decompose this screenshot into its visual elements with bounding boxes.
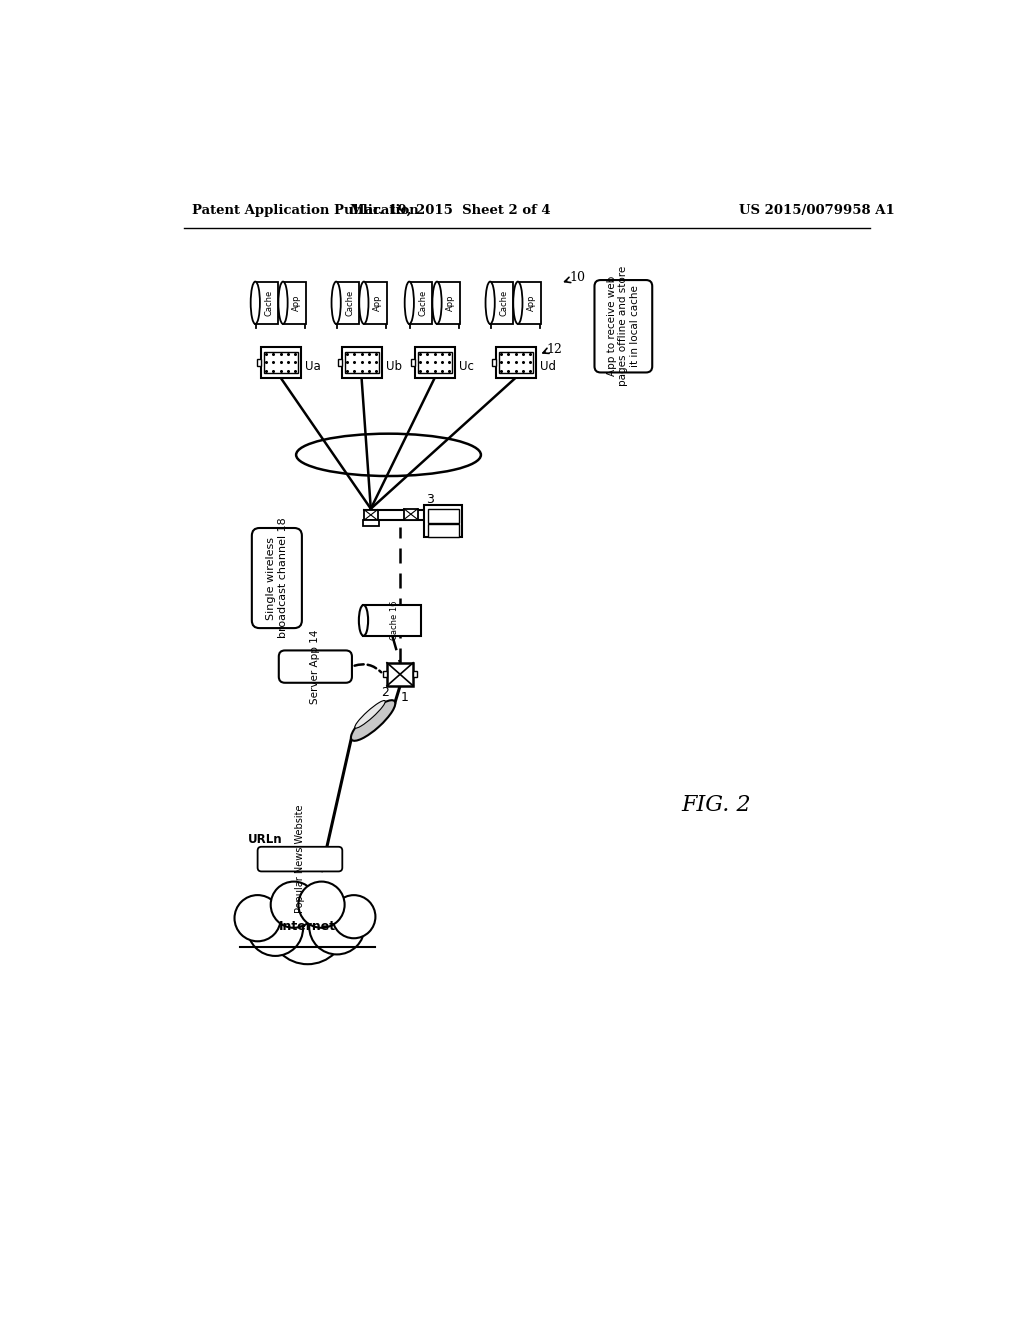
Text: 12: 12: [547, 343, 562, 356]
Bar: [338, 359, 342, 366]
Bar: [428, 524, 459, 537]
Bar: [437, 281, 460, 323]
Text: Cache 16: Cache 16: [390, 601, 399, 640]
Text: Mar. 19, 2015  Sheet 2 of 4: Mar. 19, 2015 Sheet 2 of 4: [350, 205, 551, 218]
FancyBboxPatch shape: [252, 528, 302, 628]
Ellipse shape: [358, 605, 368, 636]
Text: 10: 10: [569, 271, 586, 284]
FancyBboxPatch shape: [595, 280, 652, 372]
Text: FIG. 2: FIG. 2: [681, 795, 751, 816]
Text: App to receive web
pages offline and store
it in local cache: App to receive web pages offline and sto…: [607, 267, 640, 387]
Bar: [364, 605, 421, 636]
FancyBboxPatch shape: [279, 651, 352, 682]
Bar: [518, 281, 541, 323]
Bar: [490, 281, 513, 323]
Circle shape: [270, 882, 316, 928]
Ellipse shape: [513, 281, 522, 323]
Text: 3: 3: [426, 492, 434, 506]
Text: Internet: Internet: [280, 920, 336, 933]
Bar: [261, 347, 301, 378]
Bar: [383, 671, 387, 677]
Text: App: App: [446, 294, 456, 312]
Text: Ud: Ud: [541, 360, 556, 372]
Text: Single wireless
broadcast channel 18: Single wireless broadcast channel 18: [266, 517, 288, 639]
Ellipse shape: [279, 281, 288, 323]
Text: Patent Application Publication: Patent Application Publication: [193, 205, 419, 218]
Bar: [403, 508, 418, 520]
Bar: [387, 663, 413, 686]
Text: Cache: Cache: [264, 289, 273, 315]
FancyBboxPatch shape: [258, 847, 342, 871]
Text: Ub: Ub: [386, 360, 402, 372]
Bar: [364, 281, 387, 323]
Text: Cache: Cache: [419, 289, 428, 315]
Circle shape: [248, 900, 303, 956]
Ellipse shape: [359, 281, 369, 323]
Ellipse shape: [432, 281, 441, 323]
Text: Server App 14: Server App 14: [310, 630, 321, 704]
Bar: [496, 347, 536, 378]
Bar: [345, 351, 379, 374]
Bar: [257, 359, 261, 366]
Text: App: App: [293, 294, 301, 312]
Bar: [364, 510, 378, 520]
Bar: [492, 359, 496, 366]
Text: 1: 1: [400, 690, 409, 704]
Circle shape: [298, 882, 345, 928]
Ellipse shape: [404, 281, 414, 323]
Bar: [410, 281, 432, 323]
Ellipse shape: [251, 281, 260, 323]
Text: US 2015/0079958 A1: US 2015/0079958 A1: [739, 205, 895, 218]
Text: App: App: [373, 294, 382, 312]
Bar: [428, 508, 459, 523]
Bar: [415, 347, 455, 378]
Ellipse shape: [485, 281, 495, 323]
Bar: [413, 671, 417, 677]
Ellipse shape: [351, 700, 395, 741]
Bar: [411, 359, 415, 366]
Bar: [424, 506, 463, 537]
Ellipse shape: [332, 281, 341, 323]
Text: URLn: URLn: [248, 833, 283, 846]
Text: Uc: Uc: [460, 360, 474, 372]
Bar: [499, 351, 532, 374]
Text: Popular News Website: Popular News Website: [295, 805, 305, 913]
FancyArrowPatch shape: [354, 664, 381, 672]
Bar: [255, 281, 279, 323]
Circle shape: [309, 899, 365, 954]
Text: Ua: Ua: [305, 360, 322, 372]
Circle shape: [333, 895, 376, 939]
Bar: [418, 351, 452, 374]
Text: App: App: [527, 294, 537, 312]
Bar: [336, 281, 359, 323]
Bar: [264, 351, 298, 374]
Circle shape: [269, 887, 346, 964]
Ellipse shape: [354, 701, 385, 729]
Text: Cache: Cache: [500, 289, 509, 315]
Bar: [283, 281, 306, 323]
Circle shape: [234, 895, 281, 941]
Text: Cache: Cache: [345, 289, 354, 315]
Bar: [364, 520, 379, 527]
Bar: [342, 347, 382, 378]
Text: 2: 2: [381, 685, 389, 698]
